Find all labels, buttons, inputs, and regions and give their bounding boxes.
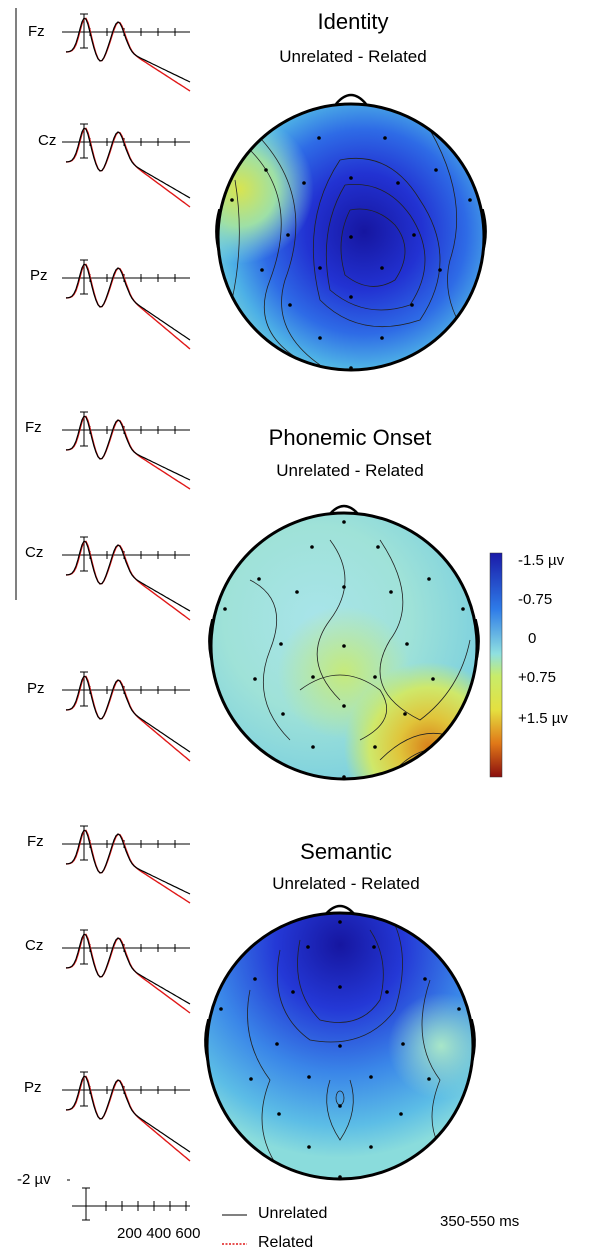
amplitude-scale-label: -2 µv	[17, 1171, 51, 1188]
semantic-subtitle: Unrelated - Related	[272, 874, 420, 893]
electrode-dots	[230, 136, 472, 370]
colorbar-label-zero: 0	[528, 630, 537, 647]
colorbar-label-neg: -0.75	[518, 591, 553, 608]
electrode-label: Pz	[27, 680, 45, 697]
electrode-dots	[219, 920, 461, 1179]
phonemic-onset-topomap	[208, 504, 480, 781]
legend-related-label: Related	[258, 1234, 314, 1251]
electrode-label: Pz	[30, 267, 48, 284]
colorbar	[489, 552, 503, 778]
electrode-dots	[223, 520, 465, 779]
time-window-label: 350-550 ms	[440, 1213, 520, 1230]
phonemic-subtitle: Unrelated - Related	[276, 461, 424, 480]
semantic-title: Semantic	[300, 839, 392, 864]
phonemic-title: Phonemic Onset	[268, 425, 432, 450]
semantic-topomap	[204, 904, 476, 1181]
colorbar-label-max-neg: -1.5 µv	[518, 552, 565, 569]
electrode-label: Cz	[38, 132, 57, 149]
erp-waveforms	[62, 13, 191, 1162]
identity-title: Identity	[317, 9, 389, 34]
electrode-label: Cz	[25, 544, 44, 561]
nose-outline	[335, 93, 367, 105]
colorbar-label-pos: +0.75	[518, 669, 556, 686]
electrode-label: Cz	[25, 937, 44, 954]
scale-bar	[72, 1187, 190, 1221]
time-ticks-label: 200 400 600	[117, 1225, 201, 1242]
electrode-label: Fz	[28, 23, 45, 40]
legend-unrelated-label: Unrelated	[258, 1205, 328, 1222]
colorbar-label-max-pos: +1.5 µv	[518, 710, 568, 727]
identity-subtitle: Unrelated - Related	[279, 47, 427, 66]
identity-topomap	[215, 93, 487, 372]
electrode-label: Fz	[27, 833, 44, 850]
electrode-label: Pz	[24, 1079, 42, 1096]
electrode-label: Fz	[25, 419, 42, 436]
